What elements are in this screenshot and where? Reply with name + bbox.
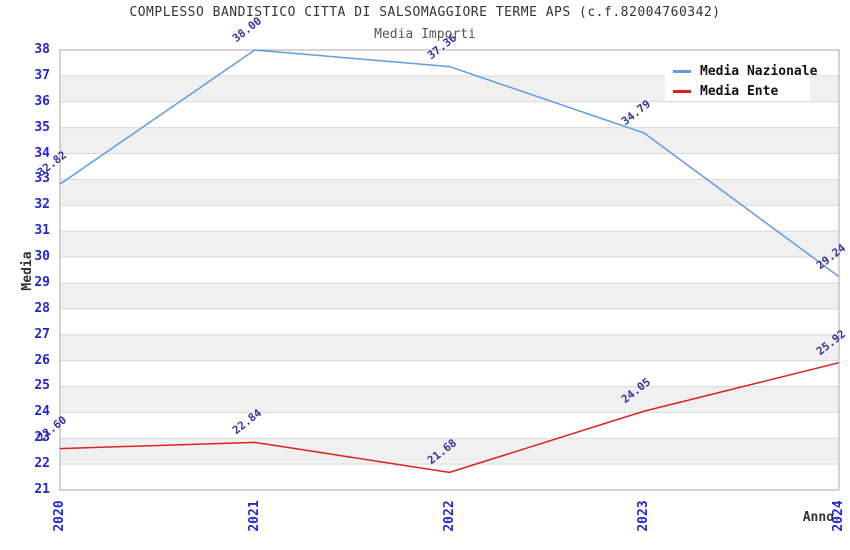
x-tick-2020: 2020 — [52, 500, 67, 532]
y-tick-24: 24 — [34, 404, 50, 420]
y-tick-34: 34 — [34, 145, 50, 161]
x-tick-2023: 2023 — [636, 500, 652, 532]
y-axis-title: Media — [20, 251, 35, 291]
y-tick-28: 28 — [34, 300, 50, 316]
legend-item-media-nazionale: Media Nazionale — [673, 61, 817, 81]
chart-title: COMPLESSO BANDISTICO CITTA DI SALSOMAGGI… — [129, 5, 721, 20]
y-tick-32: 32 — [34, 197, 50, 213]
legend-label-media-ente: Media Ente — [700, 83, 779, 99]
y-tick-30: 30 — [34, 249, 50, 265]
legend-label-media-nazionale: Media Nazionale — [700, 63, 818, 79]
y-tick-26: 26 — [34, 352, 50, 368]
y-tick-21: 21 — [34, 482, 50, 497]
y-tick-22: 22 — [34, 456, 50, 472]
y-tick-25: 25 — [34, 378, 50, 394]
x-tick-2021: 2021 — [246, 500, 262, 532]
legend-item-media-ente: Media Ente — [673, 81, 810, 101]
y-tick-38: 38 — [34, 42, 50, 57]
chart-subtitle: Media Importi — [374, 27, 476, 42]
y-tick-33: 33 — [34, 171, 50, 187]
legend: Media Nazionale Media Ente — [665, 55, 817, 101]
y-tick-37: 37 — [34, 67, 50, 83]
legend-swatch-media-nazionale-icon — [673, 69, 691, 73]
y-tick-31: 31 — [34, 223, 50, 239]
y-tick-27: 27 — [34, 326, 50, 342]
y-tick-36: 36 — [34, 93, 50, 109]
y-tick-23: 23 — [34, 430, 50, 446]
y-tick-35: 35 — [34, 119, 50, 135]
x-tick-2022: 2022 — [441, 500, 457, 532]
legend-swatch-media-ente-icon — [673, 89, 691, 93]
x-axis-title: Anno — [802, 510, 834, 525]
y-tick-29: 29 — [34, 274, 50, 290]
